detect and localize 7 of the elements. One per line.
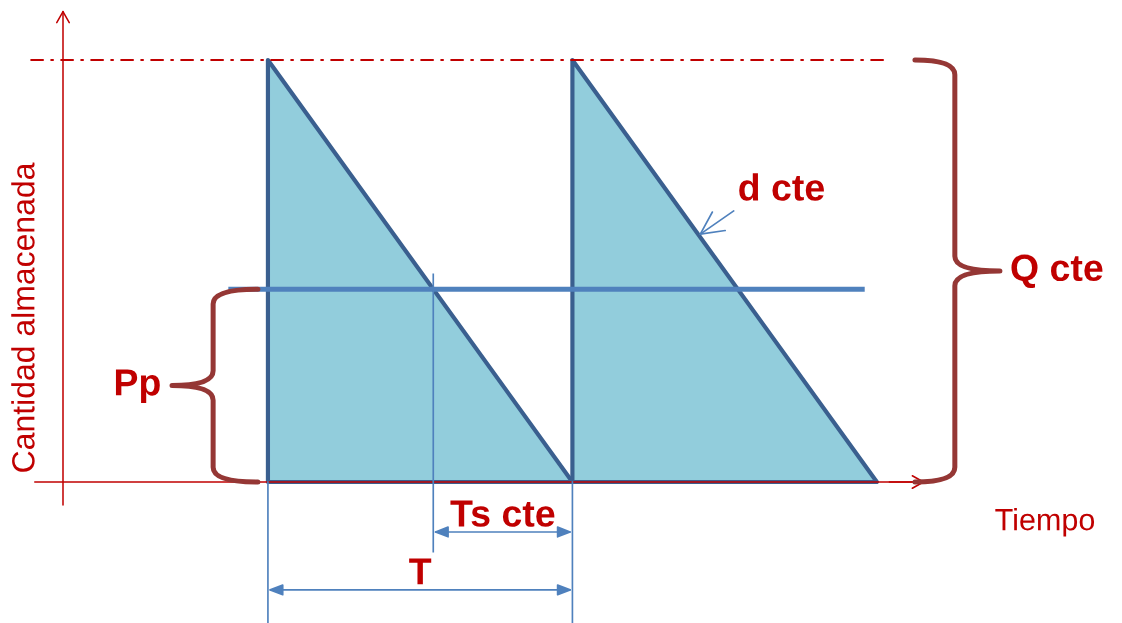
text: T (409, 558, 432, 585)
ref-line-label: Pp (115, 369, 160, 404)
text: Ts cte (450, 500, 555, 527)
annotation: d cte (739, 173, 824, 201)
x-axis-title: Tiempo (995, 508, 1095, 537)
ref-line-label: Q cte (1011, 254, 1103, 289)
y-axis-title: Cantidad almacenada (11, 162, 35, 472)
